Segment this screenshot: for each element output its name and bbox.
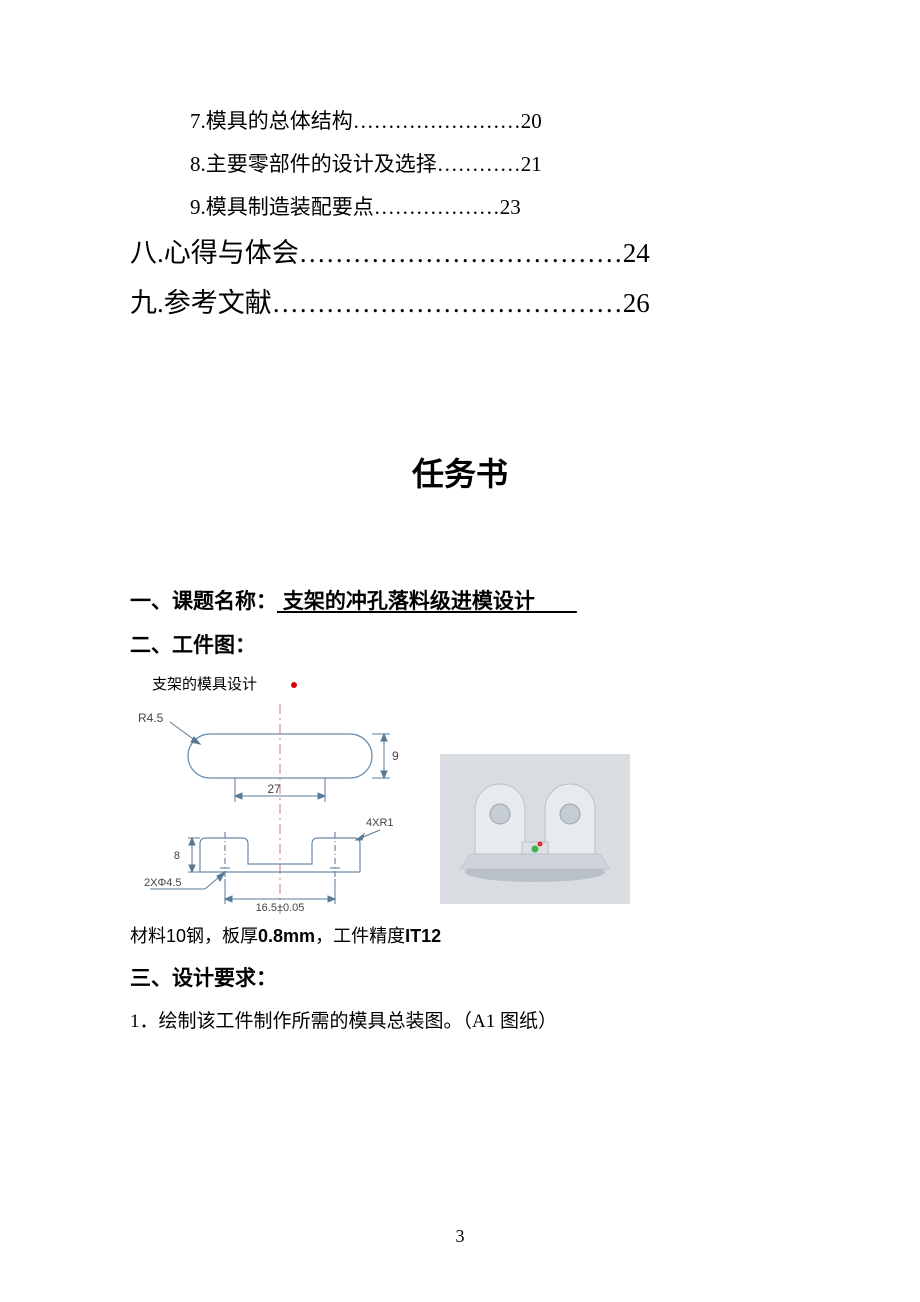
toc-dots: ………… bbox=[437, 152, 521, 176]
toc-sub-item: 9.模具制造装配要点………………23 bbox=[190, 186, 790, 229]
toc-num: 8 bbox=[190, 152, 201, 176]
toc-title: 参考文献 bbox=[164, 288, 272, 318]
requirement-1: 1．绘制该工件制作所需的模具总装图。（A1 图纸） bbox=[130, 1006, 790, 1033]
material-p1: 材料10钢，板厚 bbox=[130, 926, 258, 946]
section-label: 三、设计要求： bbox=[130, 967, 277, 990]
engineering-drawing: R4.5 27 9 bbox=[130, 704, 410, 914]
toc-title: 模具的总体结构 bbox=[206, 109, 353, 133]
figure-row: R4.5 27 9 bbox=[130, 704, 790, 914]
toc-page: 24 bbox=[623, 238, 650, 268]
red-dot-icon bbox=[291, 682, 297, 688]
toc-page: 21 bbox=[521, 152, 542, 176]
toc-main-item: 八.心得与体会………………………………24 bbox=[130, 229, 790, 279]
section-topic: 一、课题名称： 支架的冲孔落料级进模设计 bbox=[130, 585, 790, 615]
figure-caption-text: 支架的模具设计 bbox=[152, 676, 257, 693]
toc-title: 心得与体会 bbox=[164, 238, 299, 268]
toc-title: 主要零部件的设计及选择 bbox=[206, 152, 437, 176]
section-workpiece: 二、工件图： bbox=[130, 629, 790, 659]
page-number: 3 bbox=[0, 1226, 920, 1247]
dim-9: 9 bbox=[392, 749, 399, 763]
material-thickness: 0.8mm bbox=[258, 926, 315, 946]
toc-page: 20 bbox=[521, 109, 542, 133]
dim-holes: 2XΦ4.5 bbox=[144, 877, 182, 889]
toc-dots: ……………………………… bbox=[299, 238, 623, 268]
section-label: 一、课题名称： bbox=[130, 590, 277, 613]
dim-bottom: 16.5±0.05 bbox=[256, 902, 305, 914]
toc-page: 23 bbox=[500, 195, 521, 219]
toc-dots: …………………… bbox=[353, 109, 521, 133]
dim-4xr1: 4XR1 bbox=[366, 817, 394, 829]
toc-dots: ……………… bbox=[374, 195, 500, 219]
material-line: 材料10钢，板厚0.8mm，工件精度IT12 bbox=[130, 922, 790, 948]
toc-title: 模具制造装配要点 bbox=[206, 195, 374, 219]
toc-num: 7 bbox=[190, 109, 201, 133]
dim-8: 8 bbox=[174, 850, 180, 862]
material-precision: IT12 bbox=[405, 926, 441, 946]
render-3d bbox=[440, 754, 630, 904]
figure-caption: 支架的模具设计 bbox=[152, 673, 790, 694]
toc-page: 26 bbox=[623, 288, 650, 318]
dim-27: 27 bbox=[267, 782, 281, 796]
dim-r-label: R4.5 bbox=[138, 711, 164, 725]
toc-num: 八 bbox=[130, 238, 157, 268]
toc-sub-item: 7.模具的总体结构……………………20 bbox=[190, 100, 790, 143]
topic-value: 支架的冲孔落料级进模设计 bbox=[277, 590, 577, 613]
section-requirements: 三、设计要求： bbox=[130, 962, 790, 992]
toc-num: 九 bbox=[130, 288, 157, 318]
toc-main-item: 九.参考文献…………………………………26 bbox=[130, 279, 790, 329]
toc-sub-item: 8.主要零部件的设计及选择…………21 bbox=[190, 143, 790, 186]
material-p2: ，工件精度 bbox=[315, 926, 405, 946]
toc-num: 9 bbox=[190, 195, 201, 219]
toc-dots: ………………………………… bbox=[272, 288, 623, 318]
section-label: 二、工件图： bbox=[130, 634, 256, 657]
task-title: 任务书 bbox=[130, 449, 790, 495]
